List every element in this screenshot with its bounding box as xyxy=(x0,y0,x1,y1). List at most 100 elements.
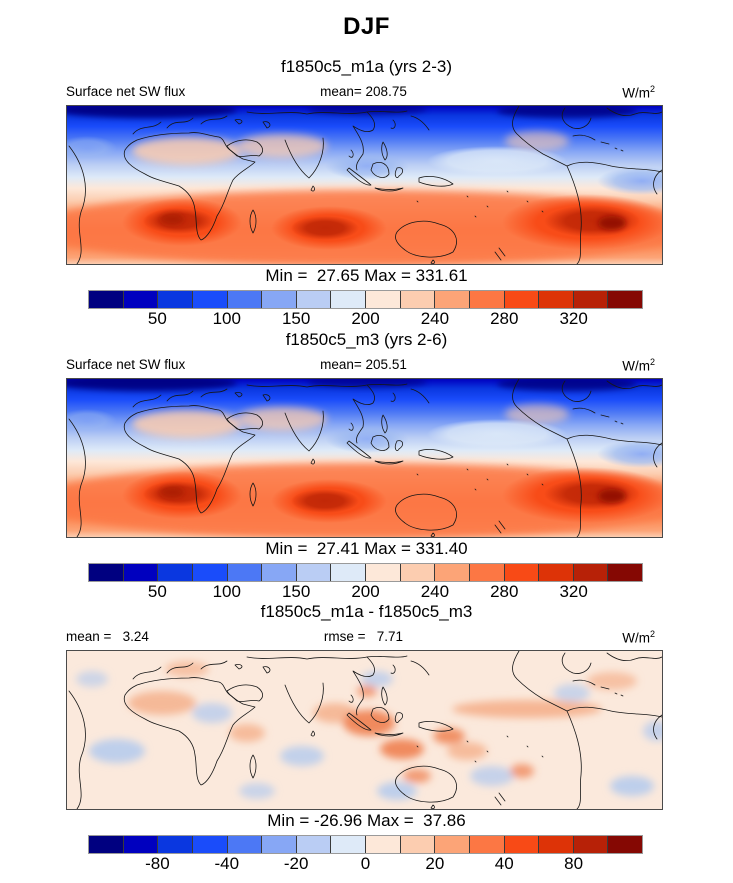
colorbar-tick-label: 240 xyxy=(420,582,450,601)
colorbar-cell xyxy=(122,291,158,308)
panel-case1: f1850c5_m1a (yrs 2-3) Surface net SW flu… xyxy=(0,57,733,330)
colorbar-tick-label: 100 xyxy=(212,582,241,601)
colorbar-tick-label: -40 xyxy=(214,854,240,873)
panel-subtitle: f1850c5_m1a (yrs 2-3) xyxy=(280,57,453,76)
map-case2-svg xyxy=(67,379,662,537)
colorbar-cell xyxy=(330,291,365,308)
colorbar-cell xyxy=(330,564,365,581)
colorbar-cell xyxy=(538,836,573,853)
colorbar-tick-label: 320 xyxy=(559,309,588,328)
colorbar-cell xyxy=(157,291,192,308)
colorbar-cell xyxy=(434,564,469,581)
colorbar-cell xyxy=(468,564,504,581)
colorbar xyxy=(88,290,643,309)
colorbar-tick-label: 40 xyxy=(494,854,514,873)
colorbar-ticks: 50 100 150 200 240 280 320 xyxy=(88,582,643,603)
minmax-label: Min = -26.96 Max = 37.86 xyxy=(267,811,466,830)
map-difference xyxy=(66,650,663,810)
colorbar-cell xyxy=(503,836,539,853)
colorbar-cell xyxy=(191,564,227,581)
colorbar-tick-label: 100 xyxy=(212,309,241,328)
colorbar-cell xyxy=(399,291,435,308)
colorbar-cell xyxy=(607,836,642,853)
colorbar xyxy=(88,835,643,854)
colorbar-tick-label: -80 xyxy=(145,854,170,873)
colorbar-tick-label: -20 xyxy=(283,854,309,873)
map-case1-svg xyxy=(67,106,662,264)
panel-header: Surface net SW flux mean= 208.75 W/m2 xyxy=(66,84,661,101)
unit-exponent: 2 xyxy=(649,629,655,639)
colorbar-cell xyxy=(434,836,469,853)
colorbar-cell xyxy=(330,836,365,853)
map-difference-svg xyxy=(67,651,662,809)
colorbar-cell xyxy=(503,291,539,308)
colorbar-cell xyxy=(572,564,608,581)
colorbar-cell xyxy=(295,836,331,853)
colorbar xyxy=(88,563,643,582)
colorbar-cell xyxy=(399,836,435,853)
panel-subtitle: f1850c5_m3 (yrs 2-6) xyxy=(285,330,448,349)
panel-header: Surface net SW flux mean= 205.51 W/m2 xyxy=(66,357,661,374)
colorbar-cell xyxy=(157,564,192,581)
colorbar-cell xyxy=(399,564,435,581)
colorbar-tick-label: 320 xyxy=(559,582,588,601)
colorbar-cell xyxy=(122,836,158,853)
colorbar-cell xyxy=(226,564,262,581)
units-label: W/m2 xyxy=(622,629,655,646)
colorbar-tick-label: 200 xyxy=(351,309,380,328)
colorbar-cell xyxy=(122,564,158,581)
unit-exponent: 2 xyxy=(649,357,655,367)
variable-label: Surface net SW flux xyxy=(66,84,186,99)
mean-stat: mean= 205.51 xyxy=(320,357,407,372)
minmax-label: Min = 27.65 Max = 331.61 xyxy=(265,266,468,285)
rmse-stat: rmse = 7.71 xyxy=(323,629,404,644)
colorbar-cell xyxy=(157,836,192,853)
colorbar-cell xyxy=(538,291,573,308)
colorbar-cell xyxy=(226,836,262,853)
minmax-label: Min = 27.41 Max = 331.40 xyxy=(265,539,468,558)
colorbar-cell xyxy=(572,291,608,308)
colorbar-cell xyxy=(365,564,400,581)
colorbar-cell xyxy=(607,564,642,581)
panel-case2: f1850c5_m3 (yrs 2-6) Surface net SW flux… xyxy=(0,330,733,603)
colorbar-cell xyxy=(89,291,123,308)
colorbar-cell xyxy=(572,836,608,853)
map-case1 xyxy=(66,105,663,265)
colorbar-cell xyxy=(503,564,539,581)
colorbar-cell xyxy=(365,291,400,308)
unit-base: W/m xyxy=(622,85,650,101)
colorbar-cell xyxy=(89,836,123,853)
colorbar-tick-label: 50 xyxy=(147,309,167,328)
unit-exponent: 2 xyxy=(649,84,655,94)
colorbar-cell xyxy=(434,291,469,308)
panel-header: mean = 3.24 rmse = 7.71 W/m2 xyxy=(66,629,661,646)
colorbar-tick-label: 50 xyxy=(147,582,167,601)
colorbar-tick-label: 200 xyxy=(351,582,380,601)
colorbar-cell xyxy=(191,836,227,853)
colorbar-cell xyxy=(191,291,227,308)
colorbar-tick-label: 150 xyxy=(281,582,311,601)
colorbar-tick-label: 80 xyxy=(564,854,584,873)
colorbar-ticks: 50 100 150 200 240 280 320 xyxy=(88,309,643,330)
colorbar-tick-label: 20 xyxy=(425,854,445,873)
colorbar-tick-label: 240 xyxy=(420,309,450,328)
colorbar-tick-label: 280 xyxy=(490,309,519,328)
unit-base: W/m xyxy=(622,358,650,374)
variable-label: Surface net SW flux xyxy=(66,357,186,372)
colorbar-cell xyxy=(295,564,331,581)
colorbar-cell xyxy=(261,836,296,853)
colorbar-cell xyxy=(538,564,573,581)
colorbar-tick-label: 0 xyxy=(360,854,371,873)
figure-title: DJF xyxy=(343,13,390,40)
mean-stat: mean = 3.24 xyxy=(66,629,149,644)
colorbar-cell xyxy=(365,836,400,853)
colorbar-cell xyxy=(468,291,504,308)
panel-subtitle: f1850c5_m1a - f1850c5_m3 xyxy=(260,602,473,621)
colorbar-cell xyxy=(607,291,642,308)
colorbar-tick-label: 150 xyxy=(281,309,311,328)
colorbar-cell xyxy=(261,564,296,581)
colorbar-cell xyxy=(468,836,504,853)
colorbar-cell xyxy=(89,564,123,581)
mean-stat: mean= 208.75 xyxy=(320,84,407,99)
